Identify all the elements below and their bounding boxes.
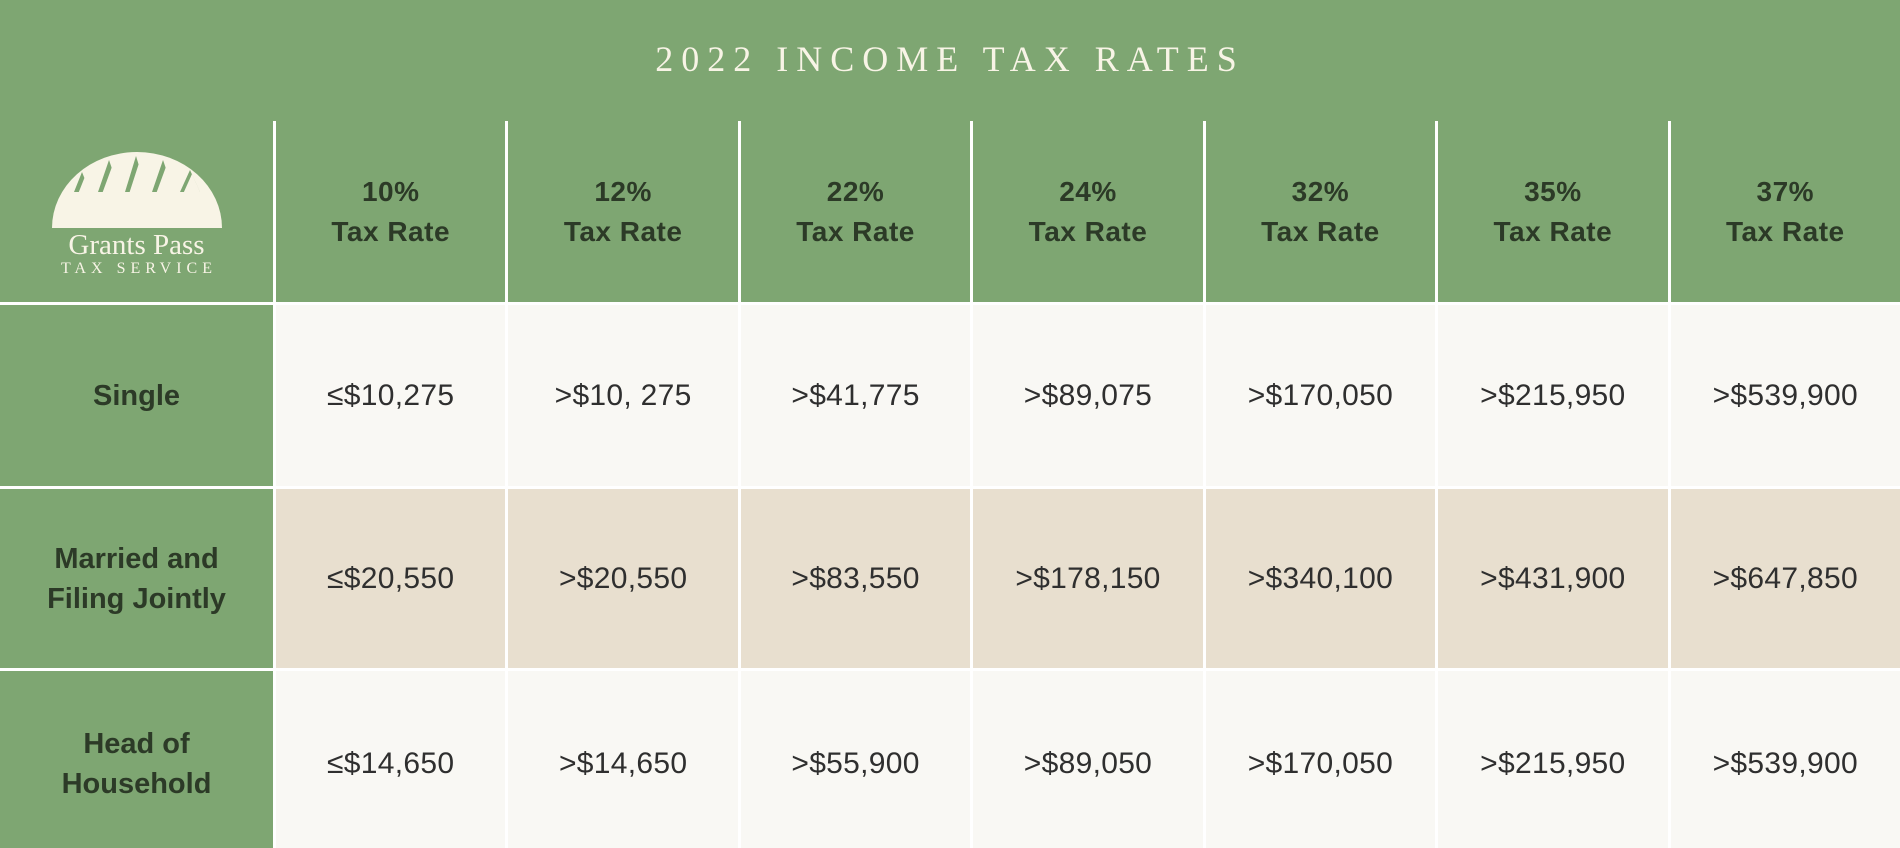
title-bar: 2022 INCOME TAX RATES xyxy=(0,0,1900,121)
table-cell: >$340,100 xyxy=(1205,489,1436,668)
rate-percent: 32% xyxy=(1291,175,1350,207)
table-cell: >$431,900 xyxy=(1438,489,1668,668)
table-cell: >$14,650 xyxy=(508,671,738,848)
logo-subtitle: TAX SERVICE xyxy=(61,259,217,277)
rate-percent: 12% xyxy=(594,175,652,207)
table-cell: ≤$10,275 xyxy=(276,305,506,486)
table-cell: >$10, 275 xyxy=(508,305,738,486)
rate-label: Tax Rate xyxy=(563,215,683,247)
rate-label: Tax Rate xyxy=(796,215,915,247)
column-header-37: 37% Tax Rate xyxy=(1670,121,1900,302)
table-cell: >$170,050 xyxy=(1205,305,1436,486)
logo-name: Grants Pass xyxy=(68,228,205,261)
table-cell: >$41,775 xyxy=(740,305,971,486)
table-cell: ≤$14,650 xyxy=(276,671,506,848)
table-cell: >$55,900 xyxy=(740,671,971,848)
rate-percent: 22% xyxy=(826,175,885,207)
rate-label: Tax Rate xyxy=(1261,215,1380,247)
column-header-32: 32% Tax Rate xyxy=(1205,121,1436,302)
table-cell: >$89,075 xyxy=(973,305,1203,486)
table-cell: ≤$20,550 xyxy=(276,489,506,668)
column-header-12: 12% Tax Rate xyxy=(508,121,738,302)
table-cell: >$215,950 xyxy=(1438,305,1668,486)
table-cell: >$539,900 xyxy=(1670,305,1900,486)
rate-percent: 10% xyxy=(361,175,420,207)
rate-label: Tax Rate xyxy=(1725,215,1845,247)
rate-percent: 35% xyxy=(1524,175,1582,207)
table-cell: >$83,550 xyxy=(740,489,971,668)
rate-label: Tax Rate xyxy=(1028,215,1148,247)
column-header-10: 10% Tax Rate xyxy=(276,121,506,302)
rate-percent: 37% xyxy=(1756,175,1815,207)
page-title: 2022 INCOME TAX RATES xyxy=(655,38,1245,79)
table-cell: >$178,150 xyxy=(973,489,1203,668)
table-cell: >$539,900 xyxy=(1670,671,1900,848)
tax-rate-table: Grants Pass TAX SERVICE 10% Tax Rate 12%… xyxy=(0,121,1900,848)
rate-percent: 24% xyxy=(1059,175,1117,207)
row-label-single: Single xyxy=(0,305,273,486)
table-cell: >$89,050 xyxy=(973,671,1203,848)
table-cell: >$215,950 xyxy=(1438,671,1668,848)
column-header-35: 35% Tax Rate xyxy=(1438,121,1668,302)
table-cell: >$170,050 xyxy=(1205,671,1436,848)
tree-dome-logo-icon xyxy=(51,151,222,228)
table-cell: >$647,850 xyxy=(1670,489,1900,668)
row-label-married-filing-jointly: Married and Filing Jointly xyxy=(0,489,273,668)
row-label-head-of-household: Head of Household xyxy=(0,671,273,848)
table-cell: >$20,550 xyxy=(508,489,738,668)
rate-label: Tax Rate xyxy=(331,215,451,247)
rate-label: Tax Rate xyxy=(1493,215,1613,247)
column-header-22: 22% Tax Rate xyxy=(740,121,971,302)
company-logo: Grants Pass TAX SERVICE xyxy=(0,121,273,302)
column-header-24: 24% Tax Rate xyxy=(973,121,1203,302)
